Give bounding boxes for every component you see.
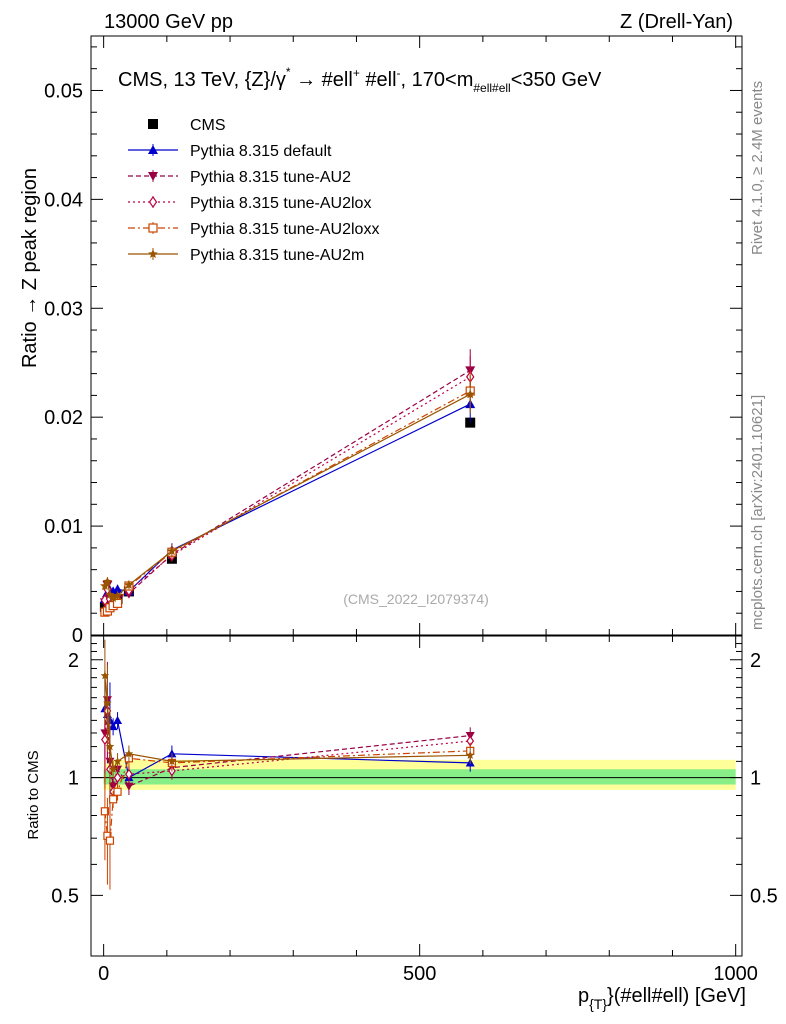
ratio-series xyxy=(100,639,475,890)
marker-triangle-up xyxy=(113,715,123,724)
marker-star xyxy=(465,389,475,399)
marker-square-open xyxy=(148,223,158,233)
main-panel xyxy=(90,35,743,636)
legend-label: Pythia 8.315 tune-AU2m xyxy=(190,247,364,264)
x-title-sub: {T} xyxy=(589,996,607,1012)
title-post: <350 GeV xyxy=(511,69,602,91)
legend-label: Pythia 8.315 tune-AU2loxx xyxy=(190,221,379,238)
y-tick-label: 0.03 xyxy=(44,298,83,320)
marker-star xyxy=(103,698,112,707)
marker-triangle-down xyxy=(124,782,134,791)
series-line xyxy=(104,393,471,599)
ratio-band-stat xyxy=(103,769,736,785)
marker-triangle-up xyxy=(112,584,123,594)
marker-square xyxy=(148,119,158,129)
series-line xyxy=(104,403,471,600)
x-tick-label: 0 xyxy=(98,963,109,985)
marker-star xyxy=(112,590,123,600)
marker-star xyxy=(124,579,134,589)
series-line xyxy=(104,376,471,602)
main-series xyxy=(99,349,476,617)
header-left: 13000 GeV pp xyxy=(104,11,233,33)
marker-diamond-open xyxy=(148,195,158,209)
legend-label: CMS xyxy=(190,117,226,134)
y-tick-label: 0.05 xyxy=(44,80,83,102)
marker-square-open xyxy=(109,795,118,804)
ratio-tick-label-right: 2 xyxy=(750,650,761,672)
legend: CMS Pythia 8.315 default Pythia 8.315 tune… xyxy=(128,117,379,264)
analysis-watermark: (CMS_2022_I2079374) xyxy=(343,591,489,607)
x-title-p: p xyxy=(578,985,589,1007)
ratio-tick-label-right: 0.5 xyxy=(750,885,778,907)
marker-star xyxy=(124,749,134,758)
y-tick-label: 0.02 xyxy=(44,407,83,429)
rivet-label: Rivet 4.1.0, ≥ 2.4M events xyxy=(749,81,766,255)
y-tick-label: 0.01 xyxy=(44,516,83,538)
ratio-tick-label: 1 xyxy=(68,768,79,790)
legend-label: Pythia 8.315 tune-AU2lox xyxy=(190,195,371,212)
y-tick-label: 0.04 xyxy=(44,189,83,211)
x-tick-label: 500 xyxy=(403,963,436,985)
title-pre: CMS, 13 TeV, {Z}/γ xyxy=(118,69,286,91)
marker-square-open xyxy=(100,807,110,816)
x-title-rest: }(#ell#ell) [GeV] xyxy=(607,985,746,1007)
mcplots-label: mcplots.cern.ch [arXiv:2401.10621] xyxy=(749,395,766,630)
marker-star xyxy=(148,249,158,258)
ratio-panel xyxy=(90,635,743,957)
title-plus: + xyxy=(353,66,360,80)
marker-star xyxy=(465,750,475,759)
ratio-tick-label-right: 1 xyxy=(750,768,761,790)
marker-diamond-open xyxy=(113,772,122,784)
title-arrow: → xyxy=(296,69,316,91)
legend-label: Pythia 8.315 default xyxy=(190,143,332,160)
marker-star xyxy=(167,756,177,765)
title-l2: #ell xyxy=(365,69,396,91)
marker-triangle-up xyxy=(148,145,158,154)
marker-triangle-up xyxy=(108,722,118,731)
plot-title: CMS, 13 TeV, {Z}/γ* → #ell+ #ell-, 170<m… xyxy=(118,65,602,95)
ratio-y-axis-title: Ratio to CMS xyxy=(25,750,42,839)
title-sub: #ell#ell xyxy=(473,81,510,95)
marker-diamond-open xyxy=(125,768,133,780)
marker-star xyxy=(105,742,115,751)
title-l1: #ell xyxy=(322,69,353,91)
ratio-tick-label: 2 xyxy=(68,650,79,672)
marker-star xyxy=(108,593,118,602)
marker-star xyxy=(100,671,110,680)
y-tick-label: 0 xyxy=(72,625,83,647)
y-axis-title: Ratio → Z peak region xyxy=(19,168,41,368)
series-line xyxy=(104,369,471,603)
marker-square-open xyxy=(105,836,115,845)
x-tick-label: 1000 xyxy=(713,963,758,985)
marker-star xyxy=(113,756,122,765)
series-line xyxy=(104,390,471,613)
title-range: , 170<m xyxy=(401,69,474,91)
marker-square xyxy=(465,417,476,428)
marker-star xyxy=(167,546,177,556)
title-star: * xyxy=(286,65,291,79)
marker-star xyxy=(102,576,113,586)
legend-label: Pythia 8.315 tune-AU2 xyxy=(190,169,351,186)
ratio-bands xyxy=(91,759,742,790)
header-right: Z (Drell-Yan) xyxy=(620,11,733,33)
marker-star xyxy=(100,581,110,590)
marker-triangle-down xyxy=(148,172,158,181)
x-axis-title: p{T}}(#ell#ell) [GeV] xyxy=(578,985,746,1012)
marker-square-open xyxy=(113,787,122,796)
ratio-tick-label: 0.5 xyxy=(51,885,79,907)
axes: 0 0.01 0.02 0.03 0.04 0.05 0.5 0.5 1 1 2 2 0 500 1000 xyxy=(44,36,778,985)
title-minus: - xyxy=(397,66,401,80)
marker-star xyxy=(108,764,118,773)
